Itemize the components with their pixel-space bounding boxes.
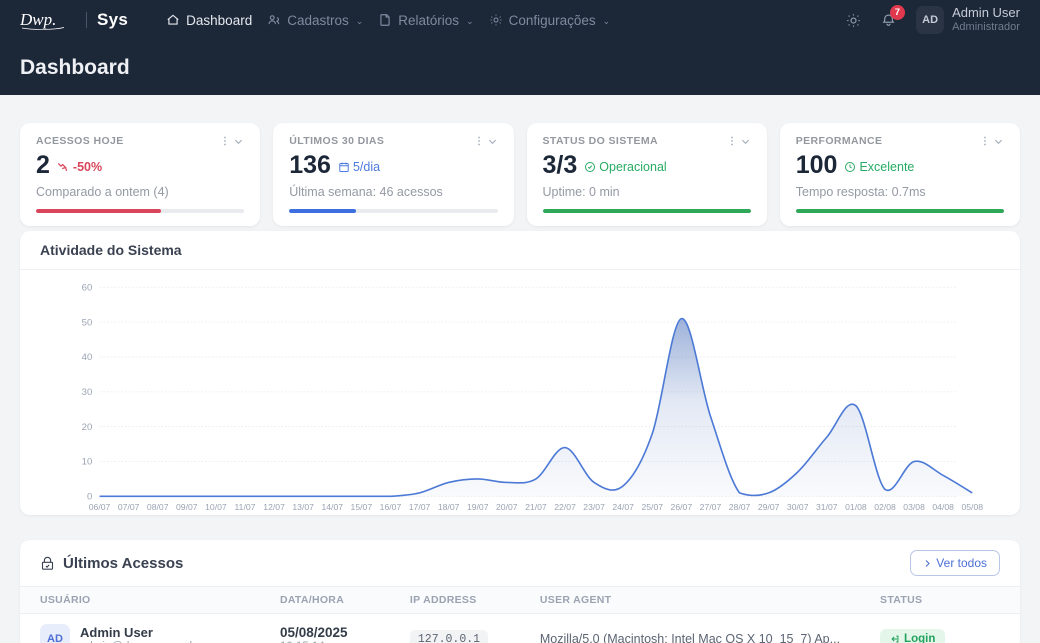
svg-text:31/07: 31/07 [816, 502, 838, 510]
svg-text:20: 20 [82, 422, 93, 433]
svg-text:29/07: 29/07 [758, 502, 780, 510]
svg-text:23/07: 23/07 [583, 502, 605, 510]
svg-text:25/07: 25/07 [641, 502, 663, 510]
svg-text:04/08: 04/08 [932, 502, 954, 510]
svg-text:28/07: 28/07 [729, 502, 751, 510]
svg-text:Dwp.: Dwp. [20, 10, 56, 29]
svg-text:10: 10 [82, 457, 93, 468]
svg-text:21/07: 21/07 [525, 502, 547, 510]
svg-text:22/07: 22/07 [554, 502, 576, 510]
svg-text:06/07: 06/07 [89, 502, 111, 510]
svg-text:14/07: 14/07 [321, 502, 343, 510]
svg-text:07/07: 07/07 [118, 502, 140, 510]
svg-text:16/07: 16/07 [380, 502, 402, 510]
svg-text:11/07: 11/07 [235, 502, 256, 510]
svg-text:18/07: 18/07 [438, 502, 460, 510]
svg-text:30: 30 [82, 387, 93, 398]
svg-text:40: 40 [82, 352, 93, 363]
svg-text:10/07: 10/07 [205, 502, 227, 510]
svg-text:03/08: 03/08 [903, 502, 925, 510]
svg-text:01/08: 01/08 [845, 502, 867, 510]
svg-text:26/07: 26/07 [671, 502, 693, 510]
svg-text:50: 50 [82, 317, 93, 328]
svg-text:20/07: 20/07 [496, 502, 518, 510]
svg-text:05/08: 05/08 [961, 502, 983, 510]
svg-text:09/07: 09/07 [176, 502, 198, 510]
svg-text:17/07: 17/07 [409, 502, 431, 510]
svg-text:24/07: 24/07 [612, 502, 634, 510]
svg-text:12/07: 12/07 [263, 502, 285, 510]
svg-text:27/07: 27/07 [700, 502, 722, 510]
svg-text:19/07: 19/07 [467, 502, 489, 510]
svg-text:0: 0 [87, 492, 92, 503]
svg-text:08/07: 08/07 [147, 502, 169, 510]
svg-text:30/07: 30/07 [787, 502, 809, 510]
svg-text:13/07: 13/07 [292, 502, 314, 510]
svg-text:15/07: 15/07 [351, 502, 373, 510]
svg-text:60: 60 [82, 282, 93, 293]
svg-text:02/08: 02/08 [874, 502, 896, 510]
